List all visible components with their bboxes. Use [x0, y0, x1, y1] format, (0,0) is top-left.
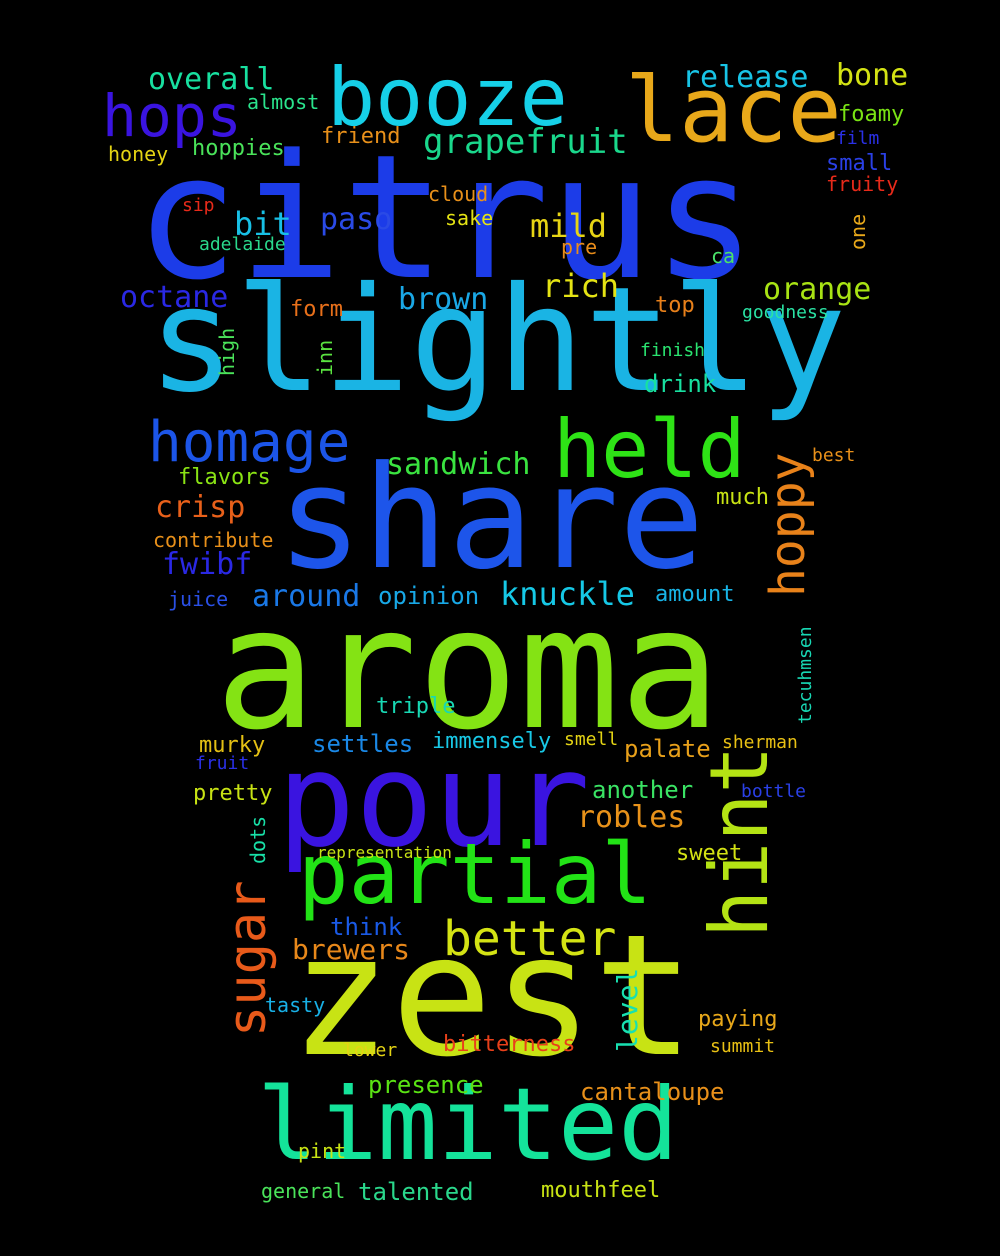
word-general: general — [261, 1179, 346, 1203]
word-hops: hops — [102, 82, 242, 150]
word-high: high — [215, 327, 239, 376]
word-another: another — [592, 776, 694, 804]
word-juice: juice — [168, 587, 229, 611]
word-lace: lace — [625, 58, 842, 163]
word-around: around — [252, 579, 361, 614]
word-murky: murky — [199, 733, 266, 758]
word-bitterness: bitterness — [443, 1032, 576, 1057]
word-think: think — [330, 913, 403, 941]
word-mouthfeel: mouthfeel — [541, 1178, 661, 1203]
word-pint: pint — [298, 1139, 347, 1163]
word-foamy: foamy — [838, 102, 905, 127]
word-triple: triple — [376, 694, 456, 719]
word-adelaide: adelaide — [199, 234, 286, 255]
word-sweet: sweet — [676, 841, 743, 866]
word-booze: booze — [327, 51, 568, 144]
word-much: much — [716, 485, 769, 510]
word-film: film — [836, 128, 880, 149]
word-sherman: sherman — [722, 732, 798, 753]
word-limited: limited — [257, 1066, 679, 1183]
word-citrus: citrus — [135, 117, 757, 318]
word-release: release — [682, 60, 809, 95]
word-best: best — [812, 445, 856, 466]
word-immensely: immensely — [432, 729, 552, 754]
word-mild: mild — [530, 207, 608, 245]
word-drink: drink — [644, 370, 717, 398]
word-pour: pour — [277, 724, 591, 876]
word-top: top — [655, 293, 695, 318]
word-grapefruit: grapefruit — [423, 122, 628, 162]
word-one: one — [846, 213, 870, 250]
word-zest: zest — [290, 898, 695, 1094]
word-representation: representation — [317, 843, 452, 862]
word-octane: octane — [120, 280, 229, 315]
word-cantaloupe: cantaloupe — [580, 1078, 725, 1106]
word-fwibf: fwibf — [162, 547, 253, 582]
word-fruity: fruity — [826, 172, 899, 196]
word-lower: lower — [343, 1040, 398, 1061]
word-overall: overall — [148, 62, 275, 97]
word-level: level — [611, 967, 644, 1052]
word-amount: amount — [655, 582, 735, 607]
word-paying: paying — [698, 1007, 778, 1032]
word-bone: bone — [836, 58, 909, 93]
word-summit: summit — [710, 1036, 776, 1057]
word-almost: almost — [247, 90, 320, 114]
word-ca: ca — [711, 244, 736, 268]
word-contribute: contribute — [153, 528, 274, 552]
word-robles: robles — [577, 800, 686, 835]
word-small: small — [826, 151, 893, 176]
word-fruit: fruit — [195, 753, 250, 774]
word-sip: sip — [182, 195, 215, 216]
word-form: form — [290, 297, 343, 322]
word-share: share — [277, 436, 705, 601]
word-bit: bit — [234, 205, 292, 243]
word-brewers: brewers — [292, 933, 411, 966]
word-presence: presence — [368, 1071, 484, 1099]
word-inn: inn — [313, 339, 337, 376]
word-dots: dots — [246, 815, 270, 864]
word-rich: rich — [542, 267, 620, 305]
word-homage: homage — [148, 410, 351, 475]
word-pre: pre — [561, 235, 598, 259]
word-smell: smell — [564, 729, 619, 750]
word-better: better — [443, 911, 617, 967]
word-pretty: pretty — [193, 781, 273, 806]
word-bottle: bottle — [741, 781, 807, 802]
word-flavors: flavors — [178, 465, 271, 490]
word-palate: palate — [624, 735, 711, 763]
word-hoppy: hoppy — [760, 452, 816, 598]
word-opinion: opinion — [378, 582, 480, 610]
word-held: held — [553, 403, 746, 496]
word-knuckle: knuckle — [500, 575, 635, 613]
word-cloud: cloud — [428, 182, 489, 206]
word-goodness: goodness — [742, 302, 829, 323]
word-tecuhmsen: tecuhmsen — [795, 626, 816, 724]
word-friend: friend — [321, 124, 401, 149]
word-brown: brown — [398, 282, 489, 317]
word-partial: partial — [298, 825, 653, 923]
word-tasty: tasty — [265, 993, 326, 1017]
word-hoppies: hoppies — [192, 136, 285, 161]
word-finish: finish — [640, 340, 706, 361]
word-settles: settles — [312, 730, 414, 758]
word-honey: honey — [108, 142, 169, 166]
word-aroma: aroma — [215, 571, 721, 767]
word-slightly: slightly — [148, 256, 847, 425]
word-crisp: crisp — [155, 490, 246, 525]
word-sandwich: sandwich — [386, 447, 531, 482]
word-paso: paso — [320, 202, 393, 237]
word-sake: sake — [445, 206, 494, 230]
word-talented: talented — [358, 1178, 474, 1206]
word-orange: orange — [763, 272, 872, 307]
